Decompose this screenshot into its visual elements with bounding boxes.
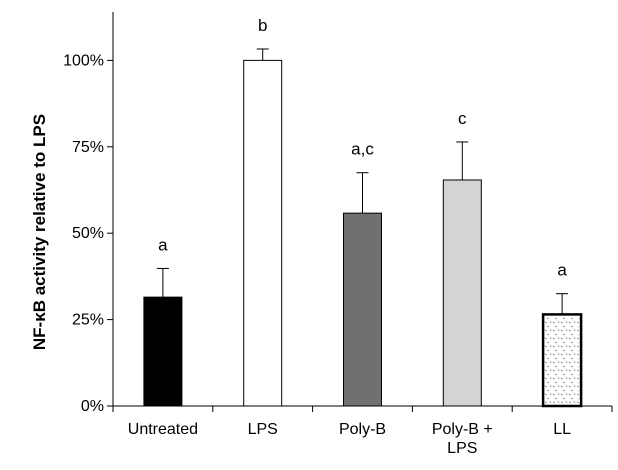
bar [541,313,583,408]
y-axis-title: NF-κB activity relative to LPS [30,114,49,350]
significance-label: c [458,109,467,128]
x-category-label: LL [553,421,571,438]
axes: 0% 25% 50% 75% 100% [63,12,613,415]
bar [442,179,482,407]
x-category-label: LPS [447,440,477,457]
bar [143,296,183,407]
x-category-label: LPS [248,421,278,438]
significance-label: a,c [351,140,374,159]
y-tick-label: 0% [81,398,104,415]
y-tick-label: 25% [72,312,104,329]
x-category-label: Untreated [128,421,198,438]
labels: a Untreated b LPS a,c Poly-B c Poly-B + LPS a LL [128,16,571,457]
bar [243,59,283,407]
y-tick-label: 50% [72,225,104,242]
y-tick-label: 75% [72,139,104,156]
y-tick-label: 100% [63,52,104,69]
significance-label: a [557,261,567,280]
x-category-label: Poly-B [339,421,386,438]
bar [343,212,382,407]
bars [143,48,583,408]
x-category-label: Poly-B + [432,421,493,438]
significance-label: a [158,235,168,254]
significance-label: b [258,16,267,35]
